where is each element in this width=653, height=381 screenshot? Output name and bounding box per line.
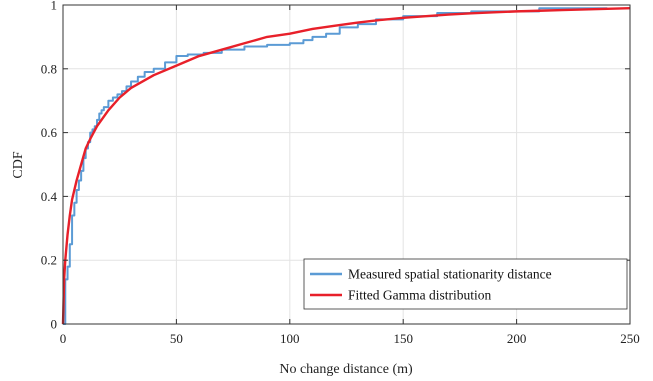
y-tick-label: 0.2 xyxy=(41,253,57,268)
x-tick-labels: 0 50 100 150 200 250 xyxy=(60,331,640,346)
y-tick-label: 0.4 xyxy=(41,189,58,204)
y-tick-label: 0.8 xyxy=(41,61,57,76)
series-line-fitted-gamma-distribution xyxy=(61,6,631,325)
y-axis-label: CDF xyxy=(11,151,26,178)
y-tick-label: 1 xyxy=(51,0,58,13)
x-tick-label: 100 xyxy=(280,331,300,346)
series-layer xyxy=(61,6,631,325)
x-tick-label: 0 xyxy=(60,331,67,346)
x-tick-label: 250 xyxy=(620,331,640,346)
x-axis-label: No change distance (m) xyxy=(279,362,413,377)
legend-label-measured: Measured spatial stationarity distance xyxy=(348,267,552,282)
legend-label-fitted: Fitted Gamma distribution xyxy=(348,288,491,303)
series-line-measured-spatial-stationarity-distance xyxy=(63,7,608,325)
x-tick-label: 50 xyxy=(170,331,183,346)
y-tick-label: 0 xyxy=(51,317,58,332)
y-tick-label: 0.6 xyxy=(41,125,58,140)
legend-box xyxy=(303,258,628,310)
ticks xyxy=(62,4,631,325)
x-tick-label: 150 xyxy=(393,331,413,346)
x-tick-label: 200 xyxy=(507,331,527,346)
y-tick-labels: 0 0.2 0.4 0.6 0.8 1 xyxy=(41,0,58,332)
plot-frame xyxy=(62,4,631,325)
legend: Measured spatial stationarity distance F… xyxy=(303,258,628,310)
